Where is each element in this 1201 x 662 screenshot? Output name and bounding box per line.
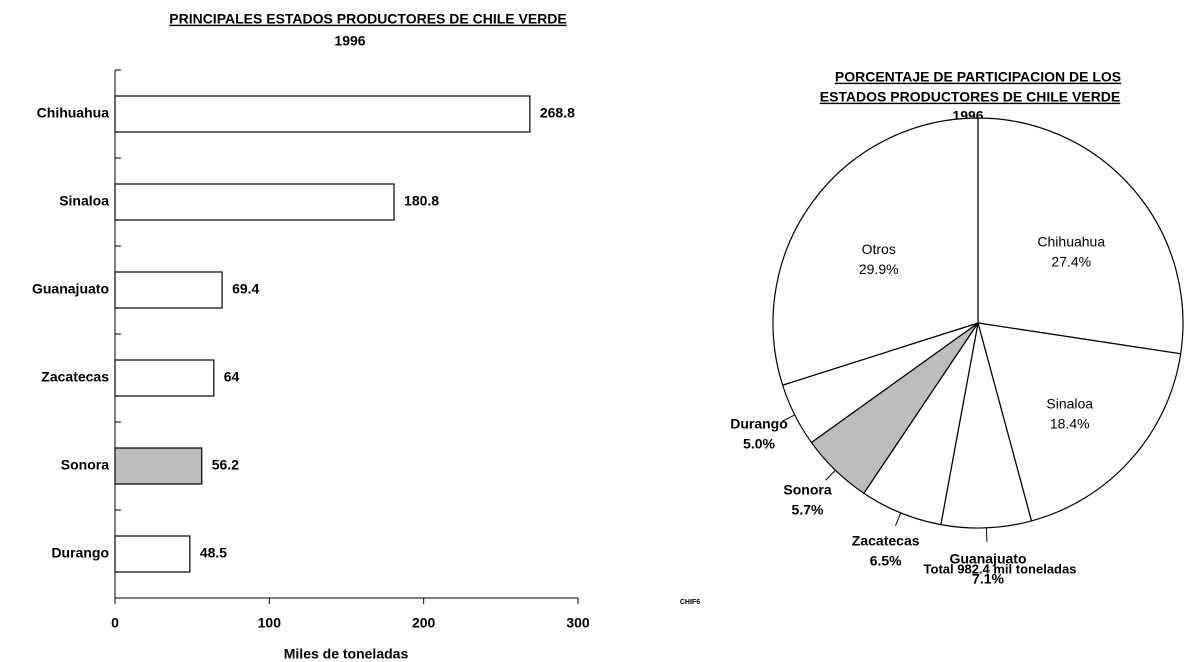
leader-line bbox=[782, 414, 795, 422]
bar bbox=[114, 447, 203, 485]
y-tick-label: Guanajuato bbox=[32, 281, 109, 297]
slice-value: 27.4% bbox=[1051, 254, 1091, 270]
y-tick-label: Durango bbox=[51, 545, 109, 561]
data-label: 48.5 bbox=[200, 545, 227, 561]
slice-value: 29.9% bbox=[859, 261, 899, 277]
bar bbox=[114, 183, 395, 221]
y-tick-label: Chihuahua bbox=[37, 105, 110, 121]
data-label: 180.8 bbox=[404, 193, 439, 209]
slice-label: Otros bbox=[862, 241, 896, 257]
slice-label: Guanajuato bbox=[949, 550, 1026, 566]
y-tick-label: Zacatecas bbox=[41, 369, 109, 385]
slice-value: 5.7% bbox=[792, 502, 824, 518]
slice-value: 6.5% bbox=[870, 553, 902, 569]
pie-title-line: PORCENTAJE DE PARTICIPACION DE LOS bbox=[835, 69, 1121, 85]
slice-label: Zacatecas bbox=[852, 533, 920, 549]
bar bbox=[114, 359, 215, 397]
y-tick-label: Sinaloa bbox=[59, 193, 109, 209]
bar bbox=[114, 535, 191, 573]
slice-label: Sinaloa bbox=[1046, 396, 1093, 412]
data-label: 69.4 bbox=[232, 281, 259, 297]
bar bbox=[114, 271, 223, 309]
slice-label: Chihuahua bbox=[1037, 234, 1105, 250]
data-label: 268.8 bbox=[540, 105, 575, 121]
leader-line bbox=[985, 527, 988, 542]
bar bbox=[114, 95, 531, 133]
pie-slice bbox=[977, 117, 1184, 355]
x-tick-label: 300 bbox=[566, 615, 590, 631]
x-tick-label: 200 bbox=[412, 615, 436, 631]
pie-slice bbox=[977, 322, 1182, 522]
data-label: 64 bbox=[224, 369, 240, 385]
slice-value: 5.0% bbox=[743, 436, 775, 452]
x-tick-label: 0 bbox=[111, 615, 119, 631]
footnote: CHIF6 bbox=[680, 599, 700, 606]
slice-value: 7.1% bbox=[972, 570, 1004, 586]
slice-label: Durango bbox=[730, 416, 788, 432]
pie-annotation: Total 982.4 mil toneladas bbox=[924, 561, 1077, 576]
leader-line bbox=[825, 469, 836, 481]
pie-slice bbox=[772, 117, 979, 386]
pie-title-line: ESTADOS PRODUCTORES DE CHILE VERDE bbox=[820, 89, 1121, 105]
slice-label: Sonora bbox=[783, 482, 831, 498]
bar-title: PRINCIPALES ESTADOS PRODUCTORES DE CHILE… bbox=[169, 11, 567, 27]
leader-line bbox=[895, 512, 902, 527]
slice-value: 18.4% bbox=[1050, 416, 1090, 432]
data-label: 56.2 bbox=[212, 457, 239, 473]
y-tick-label: Sonora bbox=[61, 457, 109, 473]
bar-subtitle: 1996 bbox=[334, 33, 365, 49]
x-axis-label: Miles de toneladas bbox=[284, 646, 409, 662]
x-tick-label: 100 bbox=[258, 615, 282, 631]
